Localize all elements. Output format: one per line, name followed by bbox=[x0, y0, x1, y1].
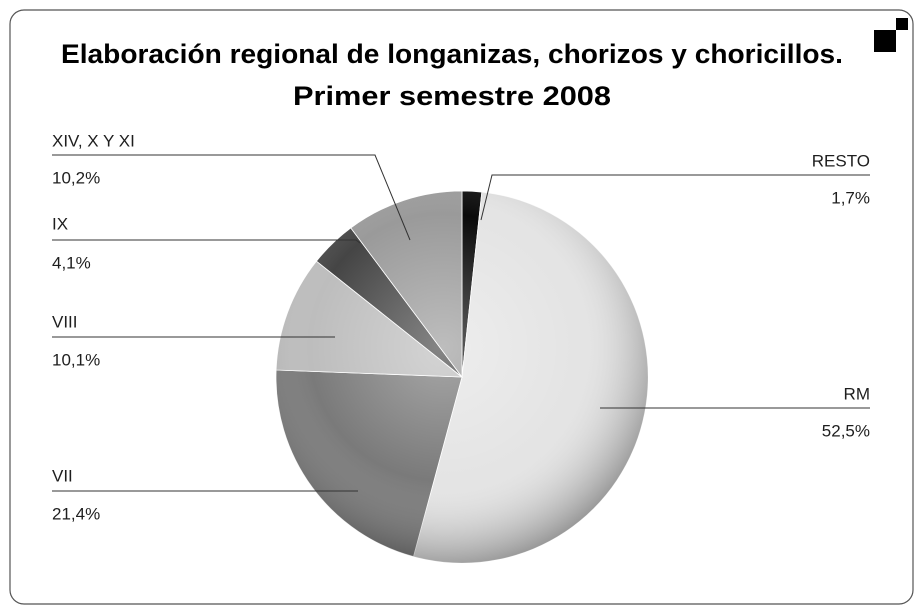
slice-label: XIV, X Y XI bbox=[52, 131, 135, 150]
slice-value-label: 10,2% bbox=[52, 168, 100, 187]
labels: RESTO 1,7% RM 52,5% VII 21,4% VIII 10,1% IX 4,1% X… bbox=[52, 131, 870, 523]
slice-value-label: 1,7% bbox=[831, 188, 870, 207]
leader-line bbox=[52, 154, 411, 241]
slice-value-label: 52,5% bbox=[822, 421, 870, 440]
corner-mark bbox=[896, 18, 908, 30]
slice-label: RESTO bbox=[812, 151, 870, 170]
slice-label: VII bbox=[52, 466, 73, 485]
slice-value-label: 10,1% bbox=[52, 350, 100, 369]
slice-label: IX bbox=[52, 214, 68, 233]
slice-label: RM bbox=[844, 384, 870, 403]
leader-line bbox=[480, 174, 870, 221]
pie bbox=[275, 190, 649, 564]
chart-subtitle: Primer semestre 2008 bbox=[293, 81, 611, 111]
slice-value-label: 4,1% bbox=[52, 253, 91, 272]
slice-value-label: 21,4% bbox=[52, 504, 100, 523]
slice-label: VIII bbox=[52, 312, 78, 331]
chart-title: Elaboración regional de longanizas, chor… bbox=[61, 39, 843, 69]
corner-mark bbox=[874, 30, 896, 52]
leader-line bbox=[52, 239, 361, 244]
